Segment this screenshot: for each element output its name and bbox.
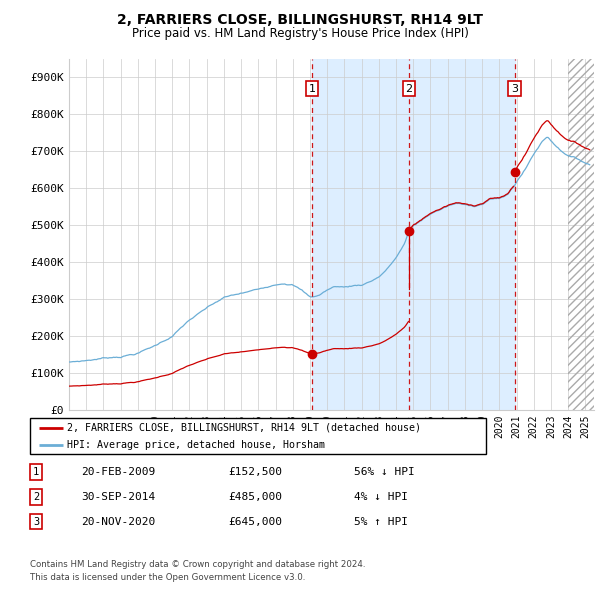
Text: 2, FARRIERS CLOSE, BILLINGSHURST, RH14 9LT (detached house): 2, FARRIERS CLOSE, BILLINGSHURST, RH14 9… [67,423,421,433]
Text: 3: 3 [33,517,39,526]
Text: 30-SEP-2014: 30-SEP-2014 [81,492,155,502]
Text: Price paid vs. HM Land Registry's House Price Index (HPI): Price paid vs. HM Land Registry's House … [131,27,469,40]
Text: 3: 3 [511,84,518,94]
Text: 2: 2 [406,84,413,94]
Text: 5% ↑ HPI: 5% ↑ HPI [354,517,408,526]
Text: 56% ↓ HPI: 56% ↓ HPI [354,467,415,477]
Bar [312,59,515,410]
Text: £645,000: £645,000 [228,517,282,526]
Text: 2: 2 [33,492,39,502]
Text: 1: 1 [33,467,39,477]
Text: 2, FARRIERS CLOSE, BILLINGSHURST, RH14 9LT: 2, FARRIERS CLOSE, BILLINGSHURST, RH14 9… [117,13,483,27]
Text: This data is licensed under the Open Government Licence v3.0.: This data is licensed under the Open Gov… [30,573,305,582]
Text: 4% ↓ HPI: 4% ↓ HPI [354,492,408,502]
Text: 20-NOV-2020: 20-NOV-2020 [81,517,155,526]
Text: £485,000: £485,000 [228,492,282,502]
Text: HPI: Average price, detached house, Horsham: HPI: Average price, detached house, Hors… [67,440,325,450]
Text: £152,500: £152,500 [228,467,282,477]
Text: 1: 1 [309,84,316,94]
Text: 20-FEB-2009: 20-FEB-2009 [81,467,155,477]
Text: Contains HM Land Registry data © Crown copyright and database right 2024.: Contains HM Land Registry data © Crown c… [30,560,365,569]
Bar [568,59,594,410]
